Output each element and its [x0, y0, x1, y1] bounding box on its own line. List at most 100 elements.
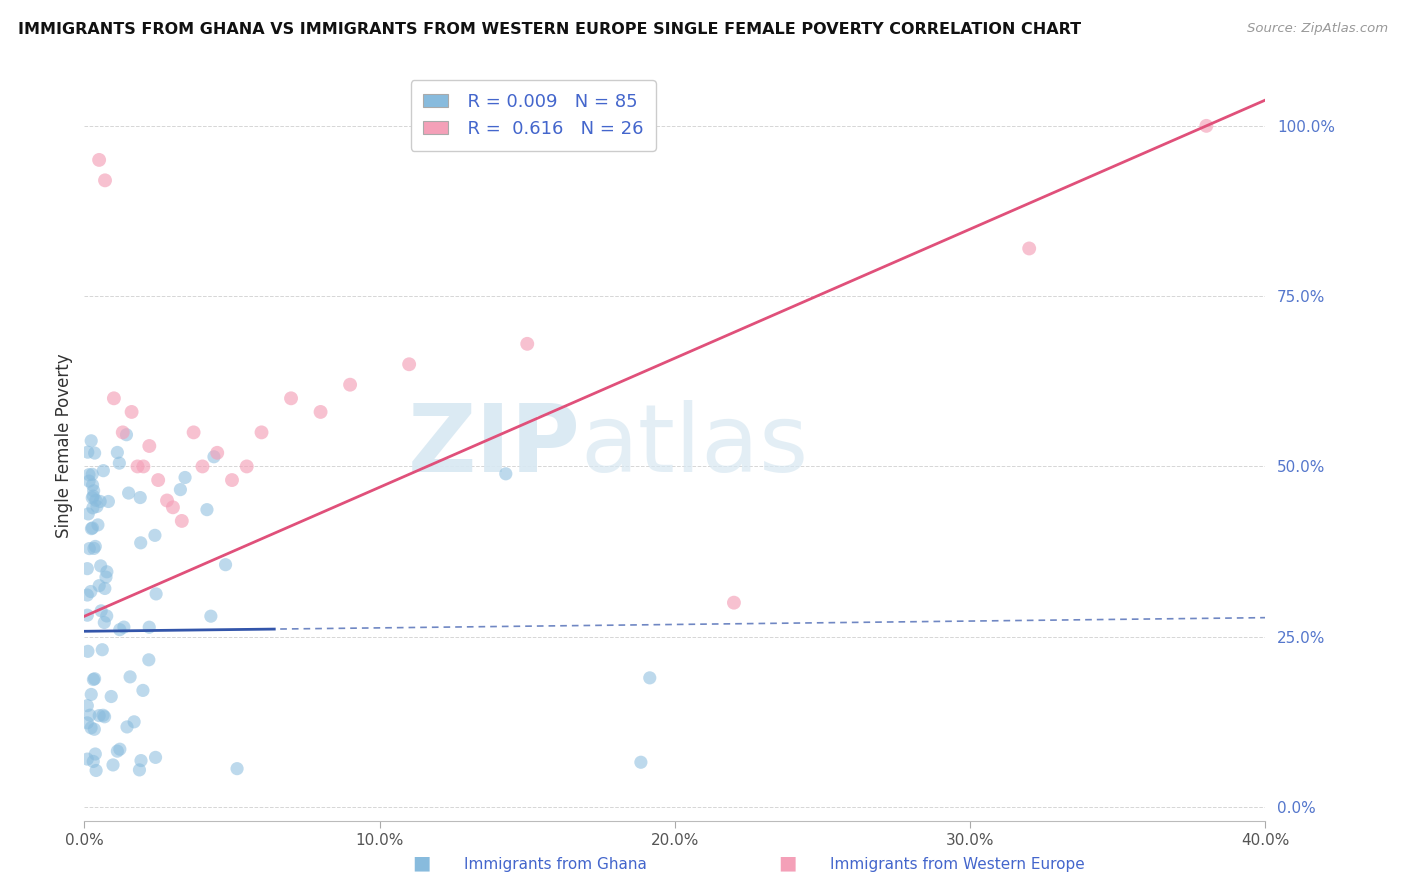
- Point: [129, 491, 152, 505]
- Text: Immigrants from Western Europe: Immigrants from Western Europe: [830, 857, 1084, 872]
- Point: [94, 173, 117, 187]
- Point: [82, 500, 104, 515]
- Point: [96, 609, 118, 624]
- Point: [82, 489, 104, 503]
- Point: [214, 558, 236, 572]
- Point: [191, 459, 214, 474]
- Point: [76, 608, 98, 623]
- Point: [115, 427, 138, 442]
- Point: [117, 486, 139, 500]
- Point: [79, 708, 101, 723]
- Point: [87, 153, 111, 167]
- Point: [94, 582, 117, 596]
- Point: [200, 609, 222, 624]
- Point: [207, 446, 229, 460]
- Point: [82, 478, 104, 492]
- Point: [143, 528, 166, 542]
- Point: [516, 336, 538, 351]
- Point: [638, 671, 661, 685]
- Point: [80, 522, 103, 536]
- Y-axis label: Single Female Poverty: Single Female Poverty: [55, 354, 73, 538]
- Point: [398, 357, 420, 371]
- Point: [83, 723, 105, 737]
- Point: [83, 672, 105, 686]
- Point: [84, 764, 107, 778]
- Text: ■: ■: [778, 854, 797, 872]
- Point: [138, 620, 160, 634]
- Point: [250, 425, 273, 440]
- Point: [132, 459, 155, 474]
- Point: [1018, 242, 1040, 256]
- Point: [169, 483, 191, 497]
- Point: [183, 425, 205, 440]
- Point: [76, 445, 98, 459]
- Point: [77, 467, 100, 482]
- Point: [93, 710, 115, 724]
- Point: [121, 405, 143, 419]
- Point: [132, 683, 155, 698]
- Point: [77, 507, 100, 521]
- Point: [82, 521, 104, 535]
- Point: [138, 439, 160, 453]
- Point: [195, 502, 218, 516]
- Point: [129, 754, 152, 768]
- Point: [80, 434, 103, 448]
- Point: [105, 744, 128, 758]
- Text: atlas: atlas: [581, 400, 808, 492]
- Point: [80, 688, 103, 702]
- Point: [105, 445, 128, 459]
- Point: [174, 470, 197, 484]
- Point: [84, 540, 107, 554]
- Point: [108, 742, 131, 756]
- Point: [90, 558, 112, 573]
- Point: [84, 493, 107, 508]
- Point: [80, 721, 103, 735]
- Point: [83, 446, 105, 460]
- Point: [162, 500, 184, 515]
- Text: ZIP: ZIP: [408, 400, 581, 492]
- Point: [91, 642, 114, 657]
- Point: [280, 392, 302, 406]
- Point: [87, 517, 110, 532]
- Point: [83, 483, 105, 498]
- Point: [89, 494, 111, 508]
- Point: [100, 690, 122, 704]
- Point: [156, 493, 179, 508]
- Point: [145, 587, 167, 601]
- Point: [145, 750, 167, 764]
- Point: [108, 456, 131, 470]
- Point: [89, 579, 111, 593]
- Point: [82, 491, 104, 505]
- Point: [138, 653, 160, 667]
- Point: [76, 588, 98, 602]
- Point: [202, 450, 225, 464]
- Point: [111, 425, 134, 440]
- Text: Source: ZipAtlas.com: Source: ZipAtlas.com: [1247, 22, 1388, 36]
- Point: [236, 459, 259, 474]
- Point: [495, 467, 517, 481]
- Point: [723, 596, 745, 610]
- Point: [84, 747, 107, 761]
- Point: [76, 698, 98, 713]
- Point: [94, 570, 117, 584]
- Point: [97, 494, 120, 508]
- Point: [221, 473, 243, 487]
- Point: [120, 670, 142, 684]
- Point: [630, 756, 652, 770]
- Point: [148, 473, 170, 487]
- Point: [226, 762, 249, 776]
- Point: [127, 459, 149, 474]
- Point: [90, 604, 112, 618]
- Point: [82, 467, 104, 482]
- Point: [76, 561, 98, 575]
- Point: [80, 584, 103, 599]
- Point: [108, 623, 131, 637]
- Point: [77, 644, 100, 658]
- Point: [82, 673, 104, 687]
- Point: [309, 405, 332, 419]
- Point: [129, 536, 152, 550]
- Point: [79, 541, 101, 556]
- Point: [115, 720, 138, 734]
- Point: [76, 752, 98, 766]
- Point: [101, 758, 124, 772]
